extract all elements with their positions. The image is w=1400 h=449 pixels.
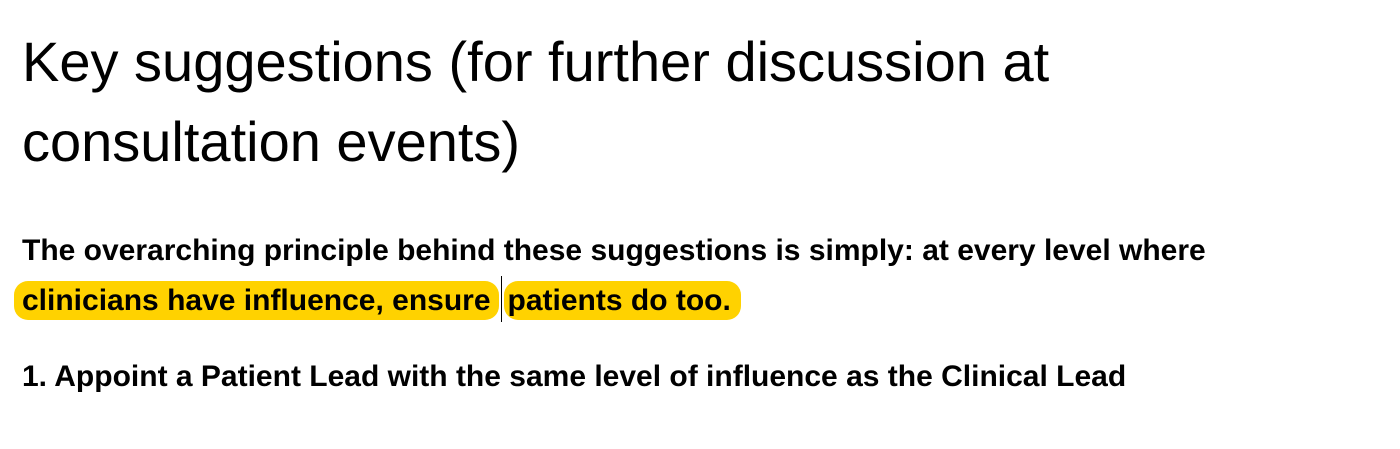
suggestion-item-1: 1. Appoint a Patient Lead with the same … (22, 355, 1126, 399)
principle-intro: The overarching principle behind these s… (22, 234, 1206, 267)
text-cursor (500, 276, 502, 322)
highlighted-text-continued: patients do too. (503, 281, 741, 320)
highlighted-text: clinicians have influence, ensure (14, 281, 499, 320)
principle-paragraph[interactable]: The overarching principle behind these s… (14, 226, 1392, 326)
highlight-part-1: clinicians have influence, ensure (22, 284, 491, 317)
page-title: Key suggestions (for further discussion … (22, 22, 1322, 182)
title-line-2: consultation events) (22, 110, 521, 173)
suggestion-text: Appoint a Patient Lead with the same lev… (54, 360, 1127, 393)
title-line-1: Key suggestions (for further discussion … (22, 30, 1050, 93)
highlight-part-2: patients do too. (507, 284, 731, 317)
suggestion-number: 1. (22, 360, 48, 393)
